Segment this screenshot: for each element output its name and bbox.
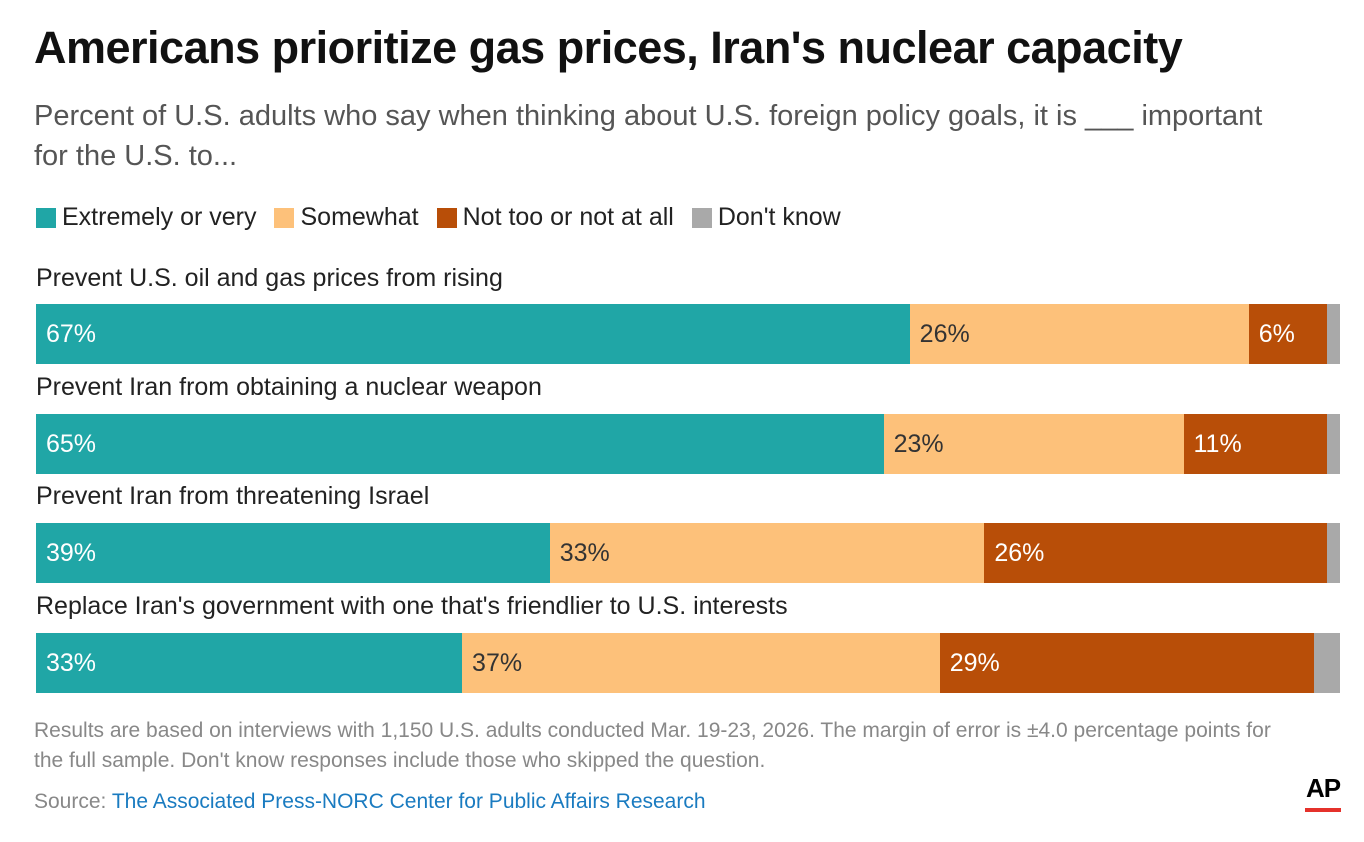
legend-label: Don't know: [717, 203, 841, 231]
bar-segment-somewhat: 33%: [549, 523, 985, 583]
legend-item: Somewhat: [274, 203, 419, 232]
category-label: Replace Iran's government with one that'…: [36, 592, 788, 620]
stacked-bar: 39% 33% 26%: [36, 523, 1340, 583]
bar-segment-extremely-or-very: 65%: [36, 414, 884, 474]
bar-segment-don-t-know: [1314, 633, 1340, 693]
chart-title: Americans prioritize gas prices, Iran's …: [34, 22, 1183, 73]
legend-swatch: [691, 207, 712, 228]
data-label: 6%: [1258, 319, 1295, 348]
bar-segment-extremely-or-very: 33%: [36, 633, 463, 693]
legend-label: Extremely or very: [62, 203, 257, 231]
bar-segment-not-too-or-not-at-all: 29%: [939, 633, 1315, 693]
bar-segment-not-too-or-not-at-all: 6%: [1248, 304, 1327, 364]
footnote: Results are based on interviews with 1,1…: [34, 719, 1271, 772]
bar-segment-somewhat: 23%: [883, 414, 1184, 474]
legend-item: Not too or not at all: [436, 203, 674, 232]
legend-label: Not too or not at all: [462, 203, 674, 231]
legend-swatch: [436, 207, 457, 228]
legend-swatch: [274, 207, 295, 228]
data-label: 67%: [46, 319, 97, 348]
legend-item: Extremely or very: [36, 203, 256, 232]
data-label: 29%: [949, 648, 1000, 677]
data-label: 26%: [994, 538, 1045, 567]
ap-logo-underline: [1305, 808, 1341, 812]
source-label: Source:: [34, 790, 107, 813]
bar-segment-don-t-know: [1326, 414, 1340, 474]
source-line: Source: The Associated Press-NORC Center…: [34, 790, 706, 814]
data-label: 33%: [559, 538, 610, 567]
legend-swatch: [36, 207, 56, 228]
data-label: 23%: [893, 429, 944, 458]
bar-segment-don-t-know: [1326, 523, 1340, 583]
category-label: Prevent Iran from obtaining a nuclear we…: [36, 373, 542, 401]
legend-item: Don't know: [691, 203, 841, 232]
category-label: Prevent U.S. oil and gas prices from ris…: [36, 264, 503, 292]
data-label: 26%: [919, 319, 970, 348]
bar-segment-extremely-or-very: 39%: [36, 523, 550, 583]
source-link[interactable]: The Associated Press-NORC Center for Pub…: [111, 790, 706, 813]
bar-segment-somewhat: 37%: [462, 633, 940, 693]
data-label: 65%: [46, 429, 97, 458]
ap-logo: AP: [1305, 773, 1341, 812]
stacked-bar: 33% 37% 29%: [36, 633, 1340, 693]
legend-label: Somewhat: [300, 203, 419, 231]
chart-subtitle: Percent of U.S. adults who say when thin…: [34, 100, 1263, 172]
data-label: 39%: [46, 538, 97, 567]
stacked-bar: 65% 23% 11%: [36, 414, 1340, 474]
bar-segment-not-too-or-not-at-all: 26%: [984, 523, 1327, 583]
data-label: 11%: [1193, 429, 1242, 458]
category-label: Prevent Iran from threatening Israel: [36, 482, 430, 510]
bar-segment-somewhat: 26%: [909, 304, 1249, 364]
bar-segment-extremely-or-very: 67%: [36, 304, 910, 364]
stacked-bar: 67% 26% 6%: [36, 304, 1340, 364]
bar-segment-not-too-or-not-at-all: 11%: [1183, 414, 1327, 474]
legend: Extremely or very Somewhat Not too or not …: [36, 203, 859, 232]
data-label: 33%: [46, 648, 97, 677]
bar-segment-don-t-know: [1326, 304, 1340, 364]
data-label: 37%: [472, 648, 523, 677]
ap-logo-text: AP: [1305, 773, 1341, 803]
